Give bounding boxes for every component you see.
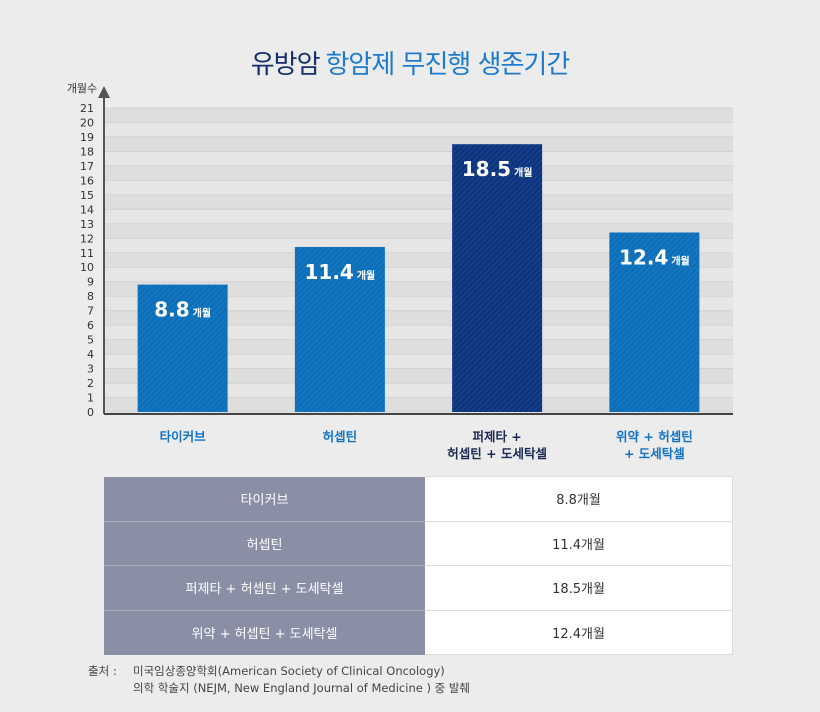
bar-data-label: 8.8 개월: [154, 298, 211, 322]
y-tick-label: 3: [87, 363, 94, 376]
grid-band: [104, 238, 733, 253]
table-row-value: 11.4개월: [425, 521, 733, 566]
y-tick-label: 1: [87, 392, 94, 405]
y-tick-label: 12: [80, 232, 94, 245]
bar-texture: [294, 246, 385, 412]
source-line-1: 출처 : 미국임상종양학회(American Society of Clinica…: [88, 663, 470, 680]
grid-band: [104, 194, 733, 210]
y-tick-label: 15: [80, 189, 94, 202]
title-part-1: 유방암: [250, 50, 321, 80]
bar-data-unit: 개월: [193, 307, 211, 320]
y-tick-label: 9: [87, 276, 94, 289]
source-line-2: 의학 학술지 (NEJM, New England Journal of Med…: [133, 681, 471, 695]
y-axis-arrow-icon: [98, 86, 110, 98]
grid-band: [104, 180, 733, 195]
y-tick-label: 16: [80, 174, 94, 187]
grid: [104, 107, 733, 413]
chart-title: 유방암 항암제 무진행 생존기간: [0, 44, 820, 81]
grid-band: [104, 383, 733, 398]
y-tick-label: 18: [80, 145, 94, 158]
table-row: 위약 + 허셉틴 + 도세탁셀 12.4개월: [104, 610, 733, 655]
table-row-value: 18.5개월: [425, 565, 733, 611]
grid-band: [104, 339, 733, 355]
table-row-label: 타이커브: [104, 476, 425, 522]
x-category-label: + 도세탁셀: [624, 446, 685, 461]
y-tick-label: 2: [87, 377, 94, 390]
table-row: 허셉틴 11.4개월: [104, 521, 733, 566]
y-tick-label: 17: [80, 160, 94, 173]
grid-band: [104, 223, 733, 239]
grid-band: [104, 151, 733, 166]
y-tick-label: 21: [80, 102, 94, 115]
category-labels: 타이커브 허셉틴 퍼제타 + 허셉틴 + 도세탁셀 위약 + 허셉틴 + 도세탁셀: [160, 429, 693, 461]
y-tick-label: 13: [80, 218, 94, 231]
y-tick-label: 5: [87, 334, 94, 347]
y-tick-label: 20: [80, 116, 94, 129]
y-axis-label: 개월수: [67, 82, 97, 95]
source-text-1: 미국임상종양학회(American Society of Clinical On…: [133, 664, 445, 678]
y-tick-label: 8: [87, 290, 94, 303]
grid-band: [104, 108, 733, 123]
bar-texture: [137, 284, 228, 412]
grid-band: [104, 368, 733, 384]
grid-band: [104, 281, 733, 297]
bar-data-value: 18.5: [462, 157, 511, 181]
y-tick-label: 4: [87, 348, 94, 361]
source-label: 출처 :: [88, 664, 117, 678]
bar-data-unit: 개월: [357, 269, 375, 282]
x-category-label: 타이커브: [160, 429, 207, 444]
grid-band: [104, 354, 733, 369]
x-category-label: 퍼제타 +: [472, 429, 521, 444]
grid-band: [104, 209, 733, 224]
bar-data-label: 12.4 개월: [619, 245, 690, 269]
grid-band: [104, 252, 733, 268]
bar-data-label: 18.5 개월: [462, 157, 533, 181]
y-tick-label: 0: [87, 406, 94, 419]
grid-band: [104, 397, 733, 412]
bar-data-value: 12.4: [619, 245, 668, 269]
grid-band: [104, 165, 733, 181]
bar-texture: [609, 232, 700, 412]
y-tick-label: 6: [87, 319, 94, 332]
grid-band: [104, 136, 733, 152]
x-category-label: 위약 + 허셉틴: [616, 429, 693, 444]
y-tick-label: 14: [80, 203, 94, 216]
table-row-value: 12.4개월: [425, 610, 733, 655]
table-row-label: 퍼제타 + 허셉틴 + 도세탁셀: [104, 565, 425, 611]
table-row-label: 허셉틴: [104, 521, 425, 566]
x-category-label: 허셉틴 + 도세탁셀: [447, 446, 547, 461]
bar-data-value: 11.4: [304, 260, 353, 284]
bar-data-unit: 개월: [671, 254, 689, 267]
bar-data-value: 8.8: [154, 298, 189, 322]
grid-band: [104, 267, 733, 282]
source-note: 출처 : 미국임상종양학회(American Society of Clinica…: [88, 663, 470, 697]
grid-band: [104, 325, 733, 340]
title-part-2: 항암제 무진행 생존기간: [325, 50, 571, 80]
table-row-label: 위약 + 허셉틴 + 도세탁셀: [104, 610, 425, 655]
y-tick-label: 7: [87, 305, 94, 318]
table-row-value: 8.8개월: [425, 476, 733, 522]
table-row: 타이커브 8.8개월: [104, 476, 733, 522]
y-tick-label: 10: [80, 261, 94, 274]
table-row: 퍼제타 + 허셉틴 + 도세탁셀 18.5개월: [104, 565, 733, 611]
y-tick-label: 19: [80, 131, 94, 144]
grid-band: [104, 122, 733, 137]
y-tick-label: 11: [80, 247, 94, 260]
axes: 개월수: [67, 82, 733, 415]
bar-data-label: 11.4 개월: [304, 260, 375, 284]
x-category-label: 허셉틴: [323, 429, 358, 444]
grid-band: [104, 310, 733, 326]
bar-texture: [452, 144, 543, 412]
bar-data-unit: 개월: [514, 166, 532, 179]
summary-table: 타이커브 8.8개월 허셉틴 11.4개월 퍼제타 + 허셉틴 + 도세탁셀 18.5개월…: [104, 476, 733, 655]
grid-band: [104, 296, 733, 311]
